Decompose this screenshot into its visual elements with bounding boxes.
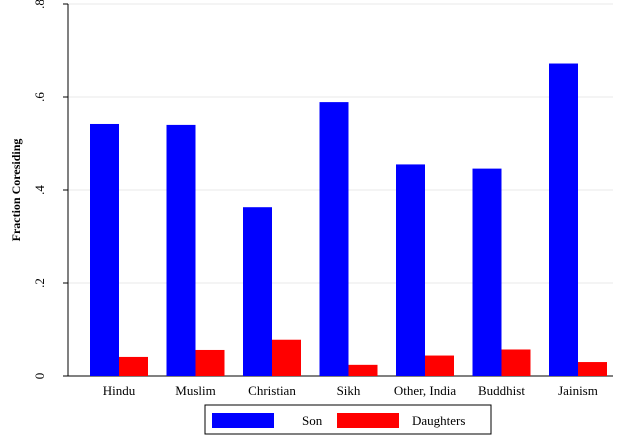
y-tick-label: 0 <box>32 373 47 380</box>
bar-daughters-hindu <box>119 356 148 376</box>
bar-son-buddhist <box>472 168 502 376</box>
bar-son-christian <box>243 207 272 376</box>
bar-son-hindu <box>90 123 119 376</box>
bar-son-other-india <box>396 164 425 376</box>
legend: Son Daughters <box>204 404 492 435</box>
bar-daughters-christian <box>272 339 301 376</box>
bar-son-jainism <box>549 63 578 377</box>
bar-daughters-buddhist <box>501 349 531 376</box>
bar-son-muslim <box>166 124 196 377</box>
bar-son-sikh <box>319 102 349 377</box>
x-tick-label: Sikh <box>337 383 361 398</box>
y-tick-label: .6 <box>32 92 47 102</box>
bar-daughters-sikh <box>348 364 378 376</box>
x-axis-tick-labels: Hindu Muslim Christian Sikh Other, India Budd… <box>103 383 598 398</box>
legend-swatch-daughters <box>337 413 399 428</box>
y-tick-label: .8 <box>32 0 47 9</box>
legend-label-daughters: Daughters <box>412 413 465 428</box>
y-tick-label: .4 <box>32 185 47 195</box>
x-tick-label: Other, India <box>394 383 457 398</box>
x-tick-label: Muslim <box>175 383 215 398</box>
y-axis-ticks: 0 .2 .4 .6 .8 <box>32 0 68 379</box>
x-tick-label: Hindu <box>103 383 136 398</box>
legend-label-son: Son <box>302 413 323 428</box>
y-tick-label: .2 <box>32 278 47 288</box>
x-tick-label: Buddhist <box>478 383 525 398</box>
x-tick-label: Christian <box>248 383 296 398</box>
bar-daughters-other-india <box>425 355 454 376</box>
bars <box>90 63 607 377</box>
y-axis-title: Fraction Coresiding <box>9 139 23 242</box>
bar-daughters-jainism <box>578 362 607 376</box>
bar-daughters-muslim <box>195 349 225 376</box>
x-tick-label: Jainism <box>558 383 598 398</box>
legend-swatch-son <box>212 413 274 428</box>
